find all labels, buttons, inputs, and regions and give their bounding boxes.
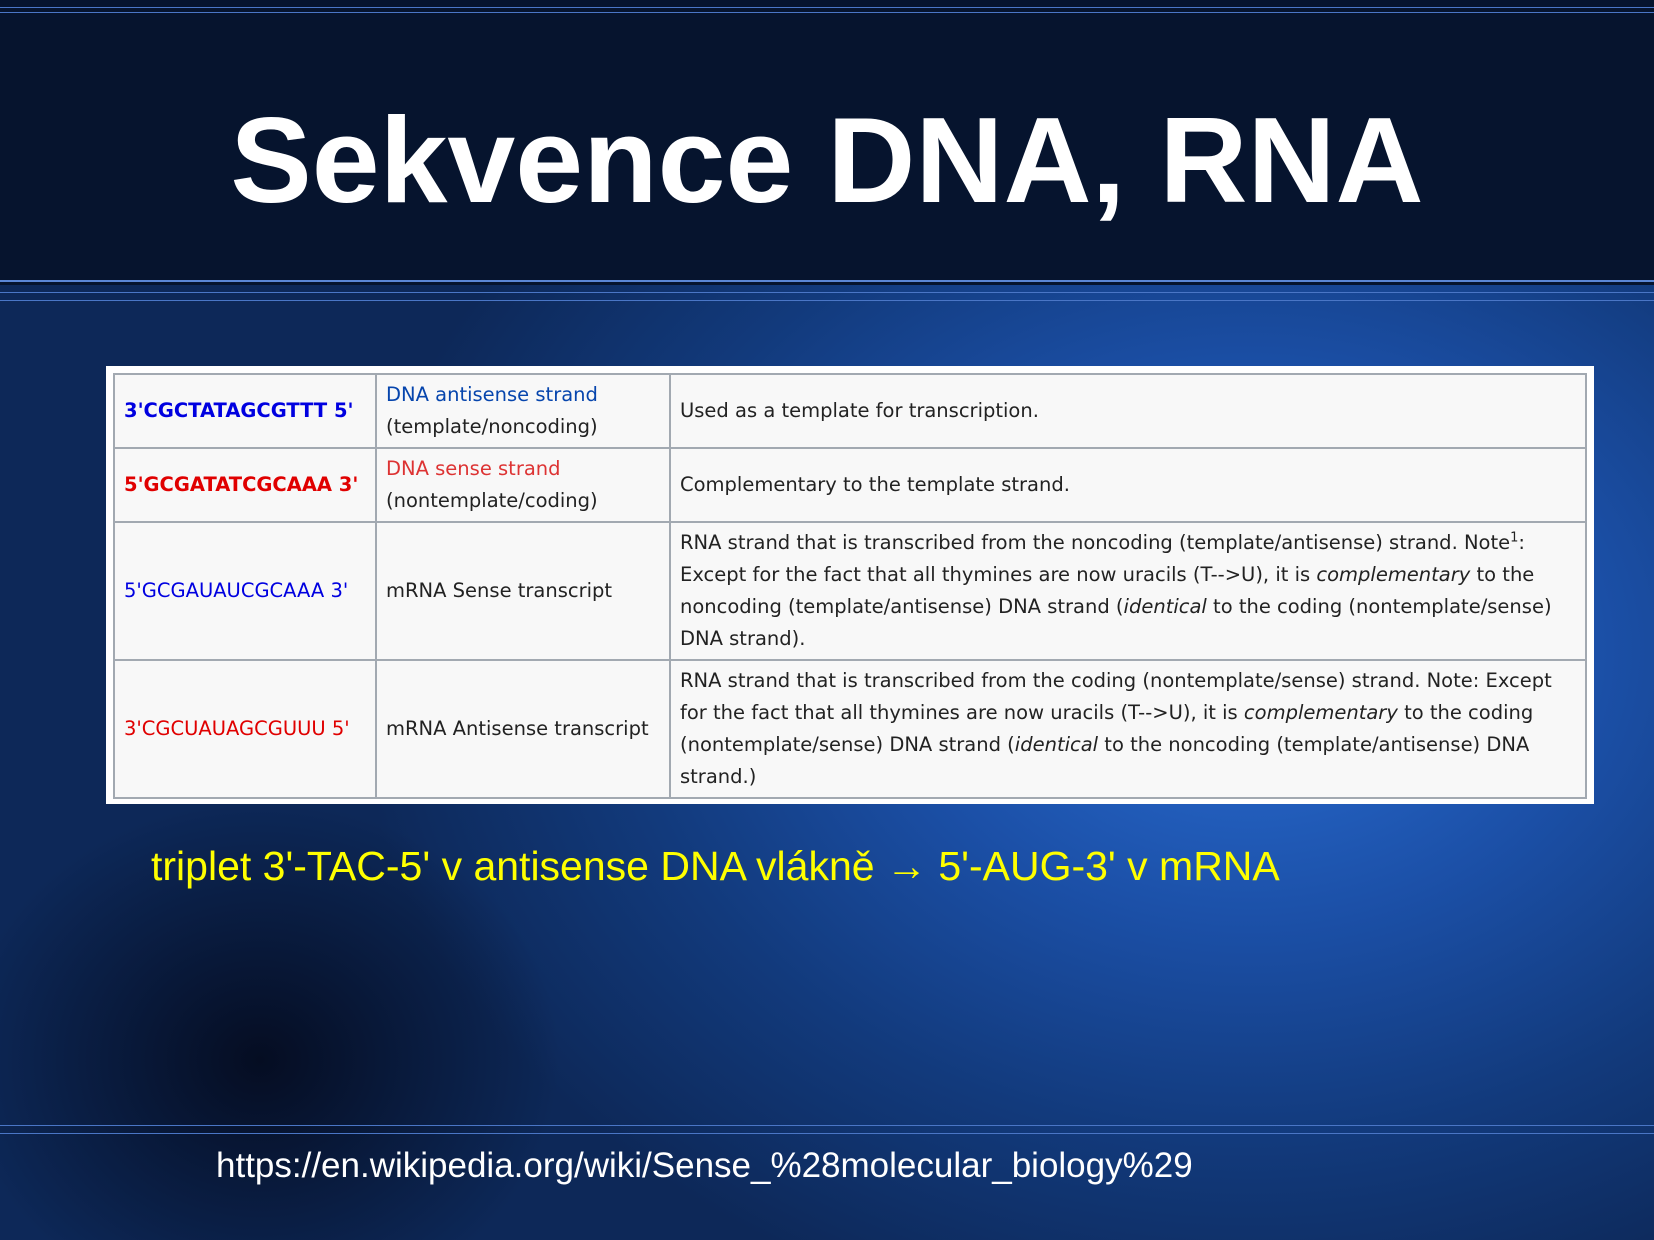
description-text: to the coding (nontemplate/sense) DNA st… [680, 595, 1552, 650]
description-text: Complementary to the template strand. [680, 473, 1070, 496]
description-text: identical [1123, 595, 1207, 618]
divider-line [0, 292, 1654, 293]
footnote-ref: 1 [1510, 530, 1519, 546]
strand-name-cell: mRNA Sense transcript [375, 521, 671, 661]
sequence-cell: 5'GCGAUAUCGCAAA 3' [113, 521, 377, 661]
description-text: complementary [1243, 701, 1398, 724]
strand-name-link[interactable]: DNA sense strand [386, 457, 561, 480]
sequence-cell: 3'CGCTATAGCGTTT 5' [113, 373, 377, 449]
sequence-text: 3'CGCTATAGCGTTT 5' [124, 399, 354, 422]
strand-name-detail: (template/noncoding) [386, 415, 598, 438]
sequence-text: 3'CGCUAUAGCGUUU 5' [124, 717, 350, 740]
table-row: 3'CGCUAUAGCGUUU 5' mRNA Antisense transc… [113, 659, 1587, 799]
divider-line [0, 280, 1654, 282]
description-text: identical [1014, 733, 1099, 756]
strand-name: mRNA Antisense transcript [386, 717, 649, 740]
description-text: RNA strand that is transcribed from the … [680, 669, 1552, 724]
description-text: to the noncoding (template/antisense) DN… [680, 733, 1530, 788]
sequence-cell: 3'CGCUAUAGCGUUU 5' [113, 659, 377, 799]
divider-line [0, 1125, 1654, 1126]
table-row: 5'GCGAUAUCGCAAA 3' mRNA Sense transcript… [113, 521, 1587, 661]
strand-name-cell: DNA antisense strand (template/noncoding… [375, 373, 671, 449]
description-text: to the noncoding (template/antisense) DN… [680, 563, 1535, 618]
description-cell: Complementary to the template strand. [669, 447, 1587, 523]
title-band [0, 0, 1654, 285]
divider-line [0, 1133, 1654, 1134]
table-row: 3'CGCTATAGCGTTT 5' DNA antisense strand … [113, 373, 1587, 449]
description-cell: Used as a template for transcription. [669, 373, 1587, 449]
table-row: 5'GCGATATCGCAAA 3' DNA sense strand (non… [113, 447, 1587, 523]
strand-table: 3'CGCTATAGCGTTT 5' DNA antisense strand … [113, 373, 1587, 799]
description-text: Used as a template for transcription. [680, 399, 1039, 422]
strand-table-image: 3'CGCTATAGCGTTT 5' DNA antisense strand … [106, 366, 1594, 804]
divider-line [0, 12, 1654, 13]
triplet-note: triplet 3'-TAC-5' v antisense DNA vlákně… [151, 843, 1280, 889]
description-text: to the coding (nontemplate/sense) DNA st… [680, 701, 1534, 756]
description-cell: RNA strand that is transcribed from the … [669, 521, 1587, 661]
strand-name-cell: DNA sense strand (nontemplate/coding) [375, 447, 671, 523]
sequence-text: 5'GCGAUAUCGCAAA 3' [124, 579, 349, 602]
sequence-cell: 5'GCGATATCGCAAA 3' [113, 447, 377, 523]
description-text: : Except for the fact that all thymines … [680, 531, 1525, 586]
strand-name-detail: (nontemplate/coding) [386, 489, 598, 512]
description-text: RNA strand that is transcribed from the … [680, 531, 1511, 554]
source-url: https://en.wikipedia.org/wiki/Sense_%28m… [216, 1146, 1193, 1185]
strand-name: mRNA Sense transcript [386, 579, 613, 602]
description-text: complementary [1316, 563, 1471, 586]
sequence-text: 5'GCGATATCGCAAA 3' [124, 473, 359, 496]
description-cell: RNA strand that is transcribed from the … [669, 659, 1587, 799]
slide-title: Sekvence DNA, RNA [230, 92, 1424, 228]
divider-line [0, 7, 1654, 8]
strand-name-link[interactable]: DNA antisense strand [386, 383, 598, 406]
divider-line [0, 300, 1654, 301]
strand-name-cell: mRNA Antisense transcript [375, 659, 671, 799]
